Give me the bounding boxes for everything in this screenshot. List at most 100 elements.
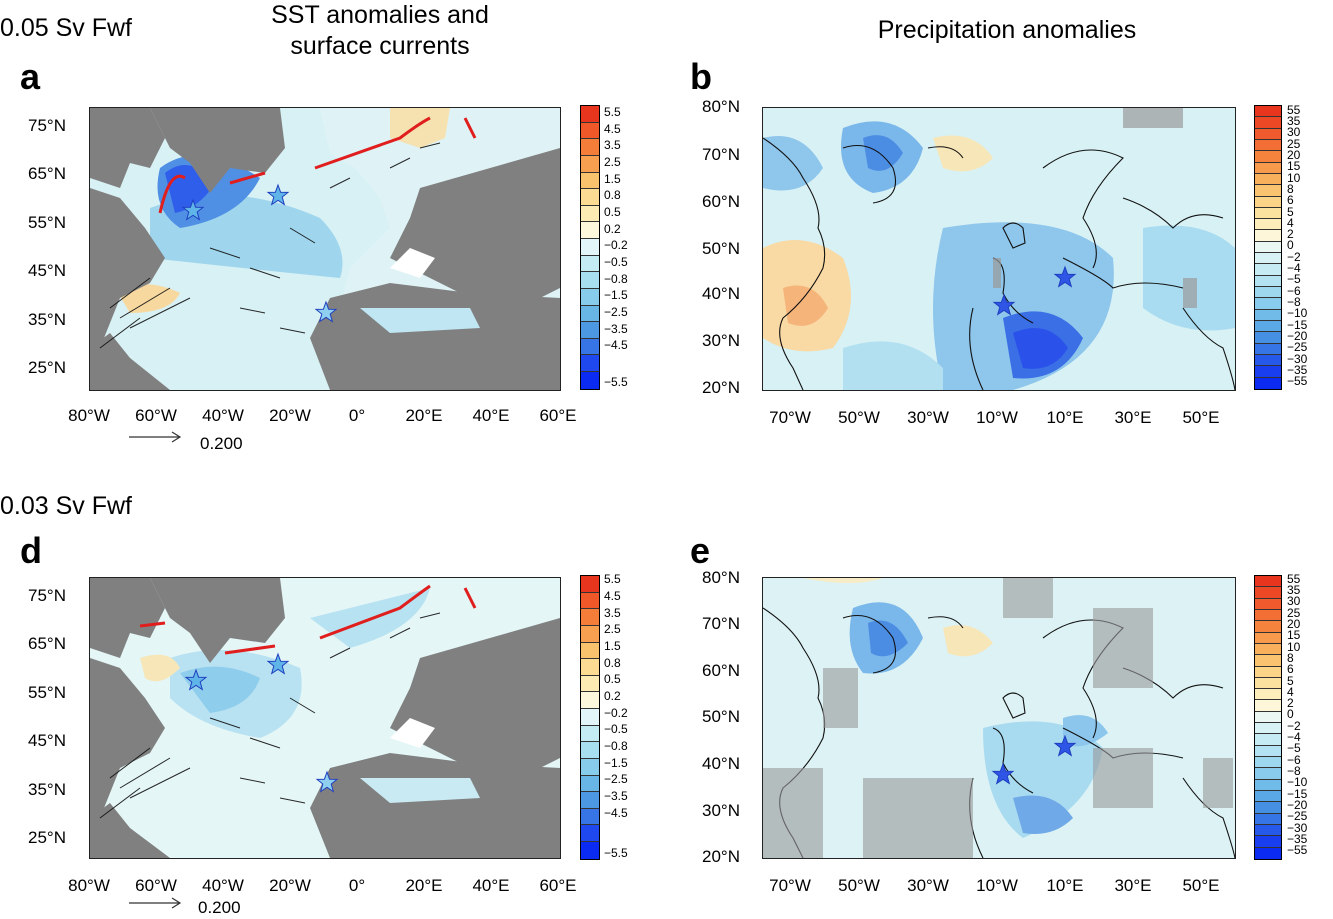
colorbar-label: −0.5 (604, 255, 628, 269)
vector-reference-label-d: 0.200 (198, 898, 241, 917)
lat-label: 25°N (28, 358, 66, 377)
colorbar-label: 0.5 (604, 672, 621, 686)
colorbar-label: −20 (1287, 798, 1308, 812)
colorbar-swatch (1255, 298, 1281, 310)
site-star-1-b (992, 293, 1016, 316)
vector-reference-label-a: 0.200 (200, 434, 243, 453)
colorbar-swatch (1255, 689, 1281, 701)
colorbar-swatch (1255, 768, 1281, 780)
site-star-2-a (266, 183, 290, 206)
column-title-sst-line1: SST anomalies and (271, 1, 489, 29)
colorbar-swatch (581, 355, 599, 372)
lat-label: 50°N (702, 239, 740, 258)
colorbar-swatch (1255, 621, 1281, 633)
colorbar-swatch (1255, 354, 1281, 367)
colorbar-swatch (581, 255, 599, 273)
lat-label: 70°N (702, 614, 740, 633)
colorbar-label: 10 (1287, 640, 1301, 654)
colorbar-label: 35 (1287, 583, 1301, 597)
site-star-1-d (184, 668, 208, 691)
sst-map-d-svg (90, 578, 560, 858)
lon-label: 40°W (202, 876, 244, 895)
colorbar-label: 10 (1287, 171, 1301, 185)
colorbar-swatch (581, 842, 599, 859)
colorbar-label: −4.5 (604, 806, 628, 820)
colorbar-label: −25 (1287, 340, 1308, 354)
colorbar-swatch (581, 189, 599, 206)
colorbar-swatch (581, 305, 599, 323)
lon-label: 40°E (472, 406, 510, 425)
lon-label: 60°E (539, 876, 577, 895)
lat-label: 30°N (702, 801, 740, 820)
colorbar-label: 0 (1287, 238, 1294, 252)
colorbar-swatch (581, 592, 599, 610)
panel-letter-a: a (20, 56, 41, 97)
lon-label: 40°E (472, 876, 510, 895)
colorbar-label: 1.5 (604, 172, 621, 186)
colorbar-swatch (1255, 207, 1281, 220)
colorbar-label: 20 (1287, 617, 1301, 631)
lon-label: 30°W (907, 876, 949, 895)
colorbar-swatch (1255, 757, 1281, 769)
colorbar-swatch (1255, 802, 1281, 814)
colorbar-label: 4 (1287, 685, 1294, 699)
colorbar-label: 0 (1287, 707, 1294, 721)
colorbar-swatch (1255, 309, 1281, 321)
colorbar-label: −5 (1287, 272, 1301, 286)
colorbar-swatch (581, 576, 599, 593)
column-title-sst: SST anomalies and surface currents (200, 0, 560, 62)
colorbar-swatch (1255, 666, 1281, 678)
colorbar-swatch (1255, 790, 1281, 803)
lon-label: 0° (348, 406, 366, 425)
colorbar-swatch (1255, 711, 1281, 724)
lat-label: 40°N (702, 754, 740, 773)
colorbar-swatch (581, 758, 599, 776)
colorbar-swatch (581, 625, 599, 643)
lon-label: 0° (348, 876, 366, 895)
colorbar-label: 0.2 (604, 689, 621, 703)
colorbar-swatch (1255, 320, 1281, 333)
colorbar-label: 2 (1287, 696, 1294, 710)
colorbar-label: 1.5 (604, 639, 621, 653)
colorbar-swatch (581, 155, 599, 173)
lat-label: 40°N (702, 284, 740, 303)
colorbar-swatch (1255, 343, 1281, 355)
colorbar-label: −1.5 (604, 288, 628, 302)
lat-label: 30°N (702, 331, 740, 350)
colorbar-swatch (581, 272, 599, 289)
site-star-3-a (314, 300, 338, 323)
lat-label: 20°N (702, 847, 740, 866)
colorbar-swatch (581, 372, 599, 389)
colorbar-label: −2 (1287, 250, 1301, 264)
lat-label: 55°N (28, 683, 66, 702)
lon-label: 10°E (1046, 876, 1084, 895)
colorbar-label: −8 (1287, 764, 1301, 778)
sst-colorbar-a (580, 105, 600, 390)
sst-map-a-svg (90, 108, 560, 390)
colorbar-label: −0.5 (604, 722, 628, 736)
colorbar-swatch (1255, 655, 1281, 667)
lon-label: 10°E (1046, 408, 1084, 427)
row-title-bottom: 0.03 Sv Fwf (0, 492, 132, 520)
colorbar-swatch (581, 725, 599, 743)
precip-map-b-svg (763, 108, 1235, 390)
lat-label: 45°N (28, 731, 66, 750)
lat-label: 80°N (702, 97, 740, 116)
colorbar-swatch (1255, 117, 1281, 129)
colorbar-swatch (581, 122, 599, 140)
lat-label: 75°N (28, 586, 66, 605)
colorbar-label: −8 (1287, 295, 1301, 309)
lat-label: 60°N (702, 661, 740, 680)
lat-label: 75°N (28, 116, 66, 135)
colorbar-label: −2 (1287, 719, 1301, 733)
lat-label: 35°N (28, 310, 66, 329)
lon-label: 60°W (135, 406, 177, 425)
colorbar-label: 30 (1287, 594, 1301, 608)
colorbar-swatch (581, 742, 599, 759)
colorbar-label: −0.8 (604, 739, 628, 753)
colorbar-label: 25 (1287, 606, 1301, 620)
colorbar-label: 2.5 (604, 155, 621, 169)
site-star-1-e (991, 762, 1015, 785)
colorbar-label: −2.5 (604, 305, 628, 319)
lat-label: 55°N (28, 213, 66, 232)
